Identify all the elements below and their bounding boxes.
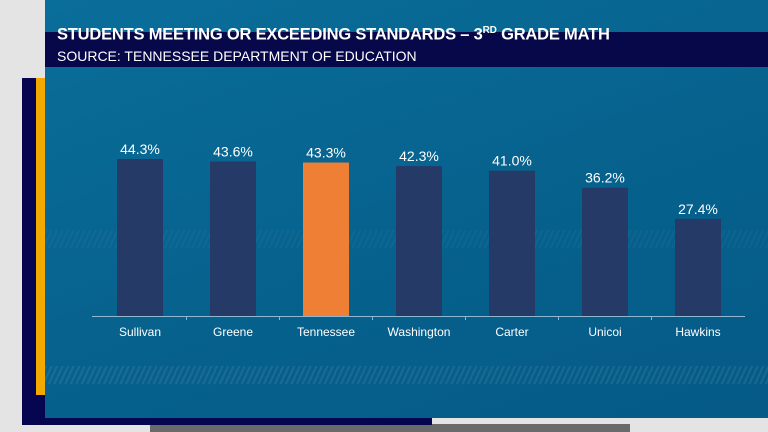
data-label: 41.0% (492, 153, 532, 169)
data-label: 43.3% (306, 145, 346, 161)
category-label: Hawkins (675, 325, 720, 339)
chart-source: SOURCE: TENNESSEE DEPARTMENT OF EDUCATIO… (57, 48, 417, 64)
category-label: Carter (495, 325, 528, 339)
category-label: Tennessee (297, 325, 355, 339)
data-label: 42.3% (399, 148, 439, 164)
chart-title: STUDENTS MEETING OR EXCEEDING STANDARDS … (57, 25, 610, 44)
yellow-accent-stripe (36, 78, 45, 395)
title-bar: STUDENTS MEETING OR EXCEEDING STANDARDS … (45, 25, 768, 67)
category-label: Washington (388, 325, 451, 339)
category-label: Sullivan (119, 325, 161, 339)
bar-greene (210, 161, 256, 316)
category-label: Unicoi (588, 325, 621, 339)
bar-carter (489, 170, 535, 316)
bar-tennessee (303, 162, 349, 316)
data-label: 27.4% (678, 201, 718, 217)
bar-unicoi (582, 187, 628, 316)
data-label: 44.3% (120, 141, 160, 157)
bar-washington (396, 166, 442, 316)
bar-sullivan (117, 159, 163, 316)
bottom-gray-band (150, 424, 630, 432)
category-label: Greene (213, 325, 253, 339)
data-label: 43.6% (213, 143, 253, 159)
data-label: 36.2% (585, 170, 625, 186)
hatch-pattern (45, 366, 768, 384)
bar-hawkins (675, 218, 721, 316)
